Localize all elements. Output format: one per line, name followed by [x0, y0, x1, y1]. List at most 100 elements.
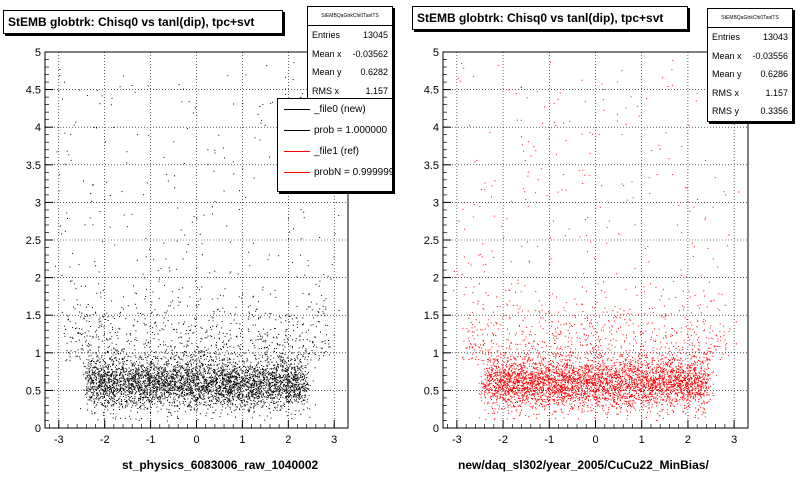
data-point [109, 332, 111, 334]
data-point [243, 386, 245, 388]
data-point [266, 65, 268, 67]
data-point [217, 308, 219, 310]
data-point [272, 397, 274, 399]
data-point [99, 397, 101, 399]
data-point [273, 364, 275, 366]
data-point [303, 382, 305, 384]
data-point [86, 375, 88, 377]
data-point [118, 391, 120, 393]
data-point [202, 375, 204, 377]
data-point [245, 396, 247, 398]
data-point [283, 386, 285, 388]
data-point [285, 370, 287, 372]
data-point [211, 359, 212, 361]
data-point [141, 373, 143, 375]
data-point [264, 396, 266, 398]
data-point [160, 402, 162, 404]
data-point [123, 369, 125, 371]
data-point [174, 175, 175, 177]
data-point [140, 374, 141, 376]
data-point [294, 394, 296, 396]
data-point [90, 383, 92, 385]
data-point [286, 385, 288, 387]
data-point [215, 380, 217, 382]
data-point [254, 355, 256, 357]
data-point [184, 401, 186, 402]
data-point [177, 372, 179, 373]
data-point [119, 389, 121, 391]
data-point [92, 314, 94, 316]
data-point [239, 366, 241, 367]
data-point [90, 377, 92, 379]
data-point [205, 405, 207, 407]
data-point [100, 376, 102, 378]
data-point [115, 416, 117, 418]
data-point [179, 386, 181, 388]
data-point [234, 351, 235, 353]
data-point [283, 358, 285, 360]
data-point [176, 386, 178, 388]
data-point [265, 373, 267, 374]
data-point [163, 384, 165, 386]
data-point [91, 372, 93, 374]
data-point [195, 280, 196, 282]
data-point [160, 392, 162, 394]
data-point [257, 375, 259, 377]
data-point [141, 385, 143, 386]
data-point [192, 376, 194, 378]
data-point [276, 383, 278, 385]
data-point [92, 358, 94, 360]
data-point [114, 366, 116, 368]
data-point [133, 285, 135, 287]
data-point [308, 329, 309, 331]
data-point [168, 267, 170, 269]
data-point [87, 386, 89, 388]
data-point [103, 379, 105, 381]
data-point [98, 321, 100, 323]
data-point [146, 391, 148, 393]
data-point [208, 377, 210, 379]
data-point [186, 344, 188, 346]
data-point [181, 379, 182, 381]
data-point [218, 397, 220, 399]
data-point [231, 387, 233, 389]
data-point [283, 360, 285, 362]
data-point [155, 373, 157, 375]
data-point [238, 388, 240, 390]
data-point [222, 359, 224, 361]
data-point [243, 400, 245, 401]
data-point [232, 399, 234, 401]
data-point [115, 376, 117, 377]
data-point [108, 368, 109, 370]
data-point [135, 367, 137, 369]
data-point [243, 408, 245, 410]
data-point [276, 361, 278, 363]
data-point [205, 332, 207, 333]
data-point [278, 355, 280, 357]
data-point [184, 384, 186, 386]
data-point [328, 346, 330, 348]
data-point [194, 350, 196, 352]
data-point [102, 378, 104, 380]
data-point [236, 406, 238, 408]
data-point [203, 388, 205, 389]
data-point [132, 324, 134, 326]
data-point [215, 378, 217, 379]
data-point [86, 386, 87, 388]
data-point [222, 363, 224, 365]
data-point [319, 280, 321, 282]
data-point [225, 385, 227, 387]
data-point [235, 381, 237, 383]
data-point [112, 400, 114, 402]
data-point [116, 368, 118, 370]
data-point [96, 383, 97, 385]
data-point [94, 387, 96, 389]
data-point [179, 342, 181, 344]
data-point [158, 375, 160, 377]
data-point [167, 397, 169, 399]
data-point [300, 397, 302, 399]
data-point [229, 381, 231, 383]
data-point [101, 377, 103, 379]
data-point [148, 363, 150, 365]
data-point [206, 387, 208, 389]
